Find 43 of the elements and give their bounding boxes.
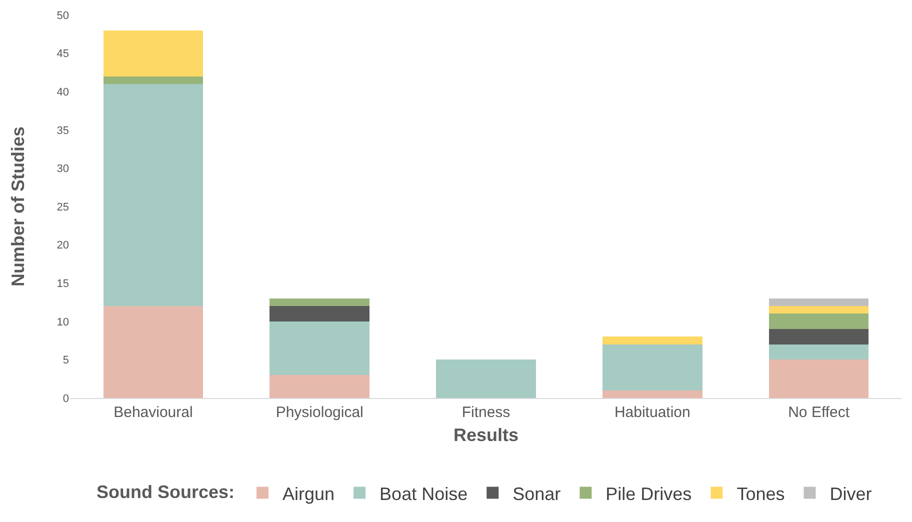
bar <box>270 298 370 306</box>
legend-label: Airgun <box>282 484 335 504</box>
bar <box>768 344 869 360</box>
y-tick-label: 50 <box>56 10 69 22</box>
bar <box>768 306 869 314</box>
bar <box>602 336 702 344</box>
x-tick-label: Fitness <box>462 404 510 421</box>
x-tick-label: Habituation <box>614 404 690 421</box>
bar <box>103 30 204 76</box>
x-tick-label: No Effect <box>788 404 850 421</box>
bar <box>103 84 204 306</box>
bar <box>103 76 204 84</box>
legend-title: Sound Sources: <box>96 482 235 502</box>
legend-label: Diver <box>830 484 872 504</box>
y-tick-label: 25 <box>56 201 69 214</box>
bar <box>436 360 536 398</box>
legend-label: Boat Noise <box>380 484 468 504</box>
bar <box>103 306 204 398</box>
y-axis-title: Number of Studies <box>8 126 28 287</box>
bar <box>602 390 702 398</box>
y-tick-label: 35 <box>56 124 69 137</box>
legend-label: Sonar <box>512 484 561 504</box>
legend-label: Tones <box>736 484 785 504</box>
y-tick-label: 40 <box>56 86 69 98</box>
y-tick-label: 45 <box>56 48 69 60</box>
x-tick-label: Physiological <box>276 404 364 421</box>
bar <box>270 321 370 376</box>
y-tick-label: 5 <box>62 354 69 367</box>
y-tick-label: 30 <box>56 163 69 176</box>
bar <box>768 314 869 330</box>
y-tick-label: 15 <box>56 278 69 290</box>
legend-label: Pile Drives <box>606 484 692 504</box>
x-tick-label: Behavioural <box>114 404 193 421</box>
y-tick-label: 20 <box>56 240 69 252</box>
bar <box>768 298 869 306</box>
y-tick-label: 10 <box>56 316 69 328</box>
x-axis-title: Results <box>453 425 519 446</box>
bar <box>270 306 370 322</box>
y-tick-label: 0 <box>62 392 69 405</box>
bar <box>270 375 370 398</box>
bar <box>768 329 869 344</box>
bar <box>768 360 869 398</box>
bar <box>602 344 702 390</box>
